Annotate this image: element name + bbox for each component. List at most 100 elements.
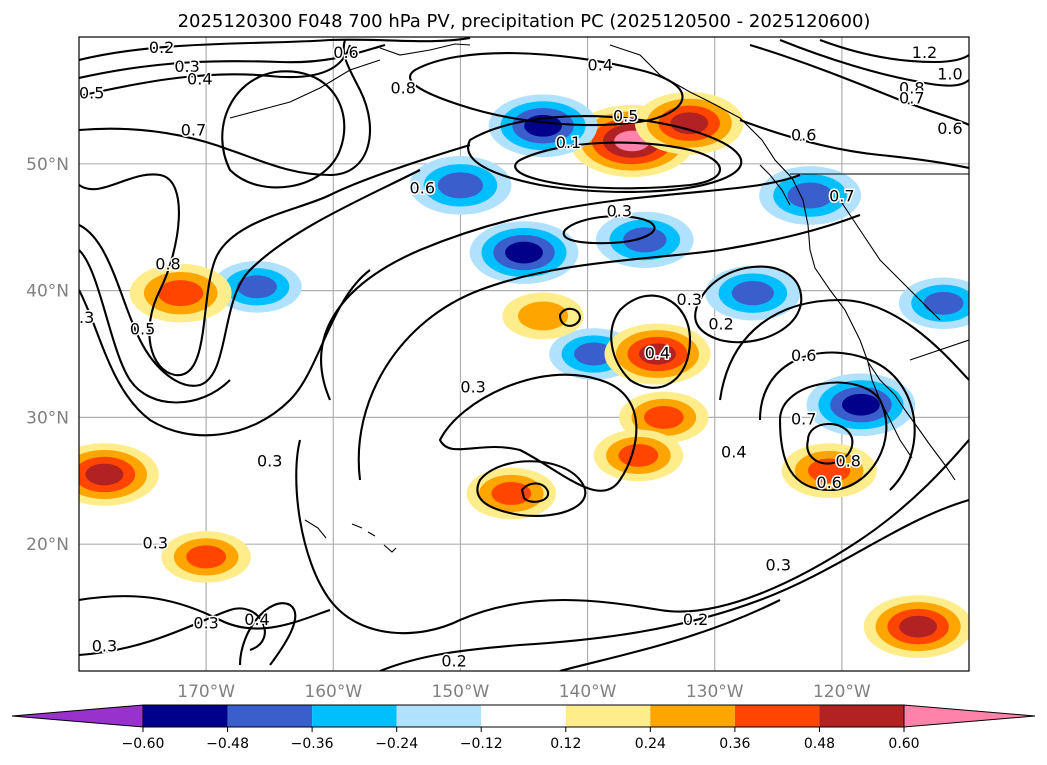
colorbar-extend-min xyxy=(11,704,144,728)
contour-value-label: 0.7 xyxy=(899,89,924,108)
contour-line xyxy=(562,215,656,245)
colorbar-bin xyxy=(734,705,820,727)
north-america-west-coast xyxy=(609,44,956,481)
alaska-peninsula-coast xyxy=(379,43,471,56)
colorbar-bin xyxy=(650,705,735,727)
latitude-tick-labels: 50°N 40°N 30°N 20°N xyxy=(26,155,69,555)
colorbar-tick-label: 0.48 xyxy=(804,736,835,752)
colorbar-extend-max xyxy=(903,704,1036,728)
contour-line xyxy=(819,39,969,64)
colorbar-bin xyxy=(227,705,313,727)
contour-value-label: 0.3 xyxy=(69,308,94,327)
precip-negative-patch xyxy=(505,241,543,264)
contour-value-label: 0.6 xyxy=(333,43,358,62)
contour-line xyxy=(79,595,331,630)
contour-value-label: 0.4 xyxy=(244,610,269,629)
contour-line xyxy=(467,115,743,194)
colorbar-tick-label: −0.36 xyxy=(291,736,334,752)
contour-line xyxy=(357,214,861,481)
contour-value-label: 0.8 xyxy=(899,78,924,97)
contour-line xyxy=(758,351,916,491)
contour-line xyxy=(779,39,969,87)
lat-tick-label: 40°N xyxy=(26,282,69,302)
precip-positive-patch xyxy=(186,545,227,569)
colorbar-bin xyxy=(312,705,397,727)
contour-value-label: 0.5 xyxy=(79,84,104,103)
precip-positive-patch xyxy=(85,463,124,486)
colorbar-tick-label: 0.60 xyxy=(888,736,919,752)
colorbar-tick-label: 0.36 xyxy=(719,736,750,752)
contour-line xyxy=(79,249,231,404)
contour-value-label: 0.4 xyxy=(721,442,746,461)
contour-value-label: 0.4 xyxy=(187,70,212,89)
contour-line xyxy=(558,307,582,327)
contour-value-label: 0.2 xyxy=(683,610,708,629)
lat-tick-label: 20°N xyxy=(26,535,69,555)
contour-line xyxy=(749,43,969,126)
contour-value-label: 0.6 xyxy=(816,473,841,492)
contour-value-label: 0.6 xyxy=(791,346,816,365)
contour-value-label: 0.3 xyxy=(92,636,117,655)
contour-value-label: 0.3 xyxy=(607,201,632,220)
contour-line xyxy=(295,439,969,635)
state-borders xyxy=(839,199,941,321)
precip-negative-patch xyxy=(437,172,484,199)
contour-line xyxy=(514,141,721,190)
precip-positive-patch xyxy=(639,343,676,365)
contour-line xyxy=(718,298,969,401)
lon-tick-label: 160°W xyxy=(304,682,362,702)
contour-value-label: 1.0 xyxy=(937,65,962,84)
contour-line xyxy=(610,294,692,389)
precip-positive-patch xyxy=(643,405,684,429)
hawaiian-islands xyxy=(304,519,397,553)
lon-tick-label: 150°W xyxy=(432,682,490,702)
colorbar-tick-label: −0.60 xyxy=(122,736,165,752)
colorbar-bin xyxy=(481,705,566,727)
precip-positive-patch xyxy=(899,615,938,638)
precip-positive-patch xyxy=(808,458,851,483)
contour-line xyxy=(438,373,638,492)
contour-value-label: 0.6 xyxy=(410,179,435,198)
colorbar-tick-label: 0.24 xyxy=(635,736,666,752)
contour-value-label: 0.8 xyxy=(835,451,860,470)
longitude-tick-labels: 170°W 160°W 150°W 140°W 130°W 120°W xyxy=(177,682,871,702)
contour-line xyxy=(79,269,371,437)
chart-title: 2025120300 F048 700 hPa PV, precipitatio… xyxy=(178,11,871,32)
precip-positive-patch xyxy=(670,112,709,135)
lon-tick-label: 120°W xyxy=(813,682,871,702)
lat-tick-label: 50°N xyxy=(26,155,69,175)
colorbar: −0.60 −0.48 −0.36 −0.24 −0.12 0.12 0.24 0.36 0.4… xyxy=(11,704,1036,752)
contour-line xyxy=(806,422,854,465)
colorbar-tick-label: −0.12 xyxy=(460,736,503,752)
contour-value-label: 0.3 xyxy=(174,57,199,76)
contour-value-label: 0.5 xyxy=(613,106,638,125)
contour-value-label: 0.3 xyxy=(460,378,485,397)
contour-value-label: 0.3 xyxy=(143,534,168,553)
contour-value-label: 0.3 xyxy=(193,614,218,633)
precip-negative-patch xyxy=(623,227,667,253)
contour-line xyxy=(476,460,587,517)
contour-label-layer: 0.20.30.40.50.60.80.70.40.50.1 0.60.60.30… xyxy=(69,37,964,671)
contour-line xyxy=(379,498,969,671)
map-frame xyxy=(78,36,970,672)
contour-value-label: 0.3 xyxy=(766,555,791,574)
lon-tick-label: 170°W xyxy=(177,682,235,702)
contour-value-label: 0.2 xyxy=(441,652,466,671)
contour-value-label: 1.2 xyxy=(912,43,937,62)
colorbar-tick-label: 0.12 xyxy=(550,736,581,752)
contour-line xyxy=(520,482,550,503)
contour-line xyxy=(79,607,266,657)
contour-line xyxy=(694,265,803,344)
precip-negative-patch xyxy=(787,182,833,209)
contour-value-label: 0.4 xyxy=(645,344,670,363)
aleutian-islands xyxy=(229,59,381,119)
colorbar-bin xyxy=(143,705,228,727)
colorbar-tick-label: −0.48 xyxy=(206,736,249,752)
pv-contours xyxy=(79,37,969,671)
contour-value-label: 0.5 xyxy=(130,319,155,338)
colorbar-bin xyxy=(396,705,482,727)
contour-line xyxy=(739,119,969,170)
contour-value-label: 0.8 xyxy=(155,255,180,274)
contour-value-label: 0.7 xyxy=(181,120,206,139)
